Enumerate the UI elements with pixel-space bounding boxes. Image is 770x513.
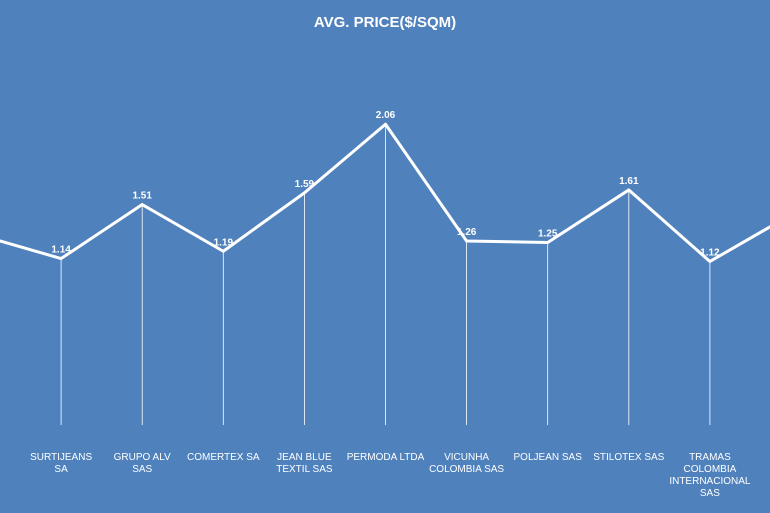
data-label: 1.12 (700, 247, 720, 258)
x-tick-label: SURTIJEANS SA (30, 452, 92, 475)
data-label: 2.06 (376, 110, 396, 121)
chart-title: AVG. PRICE($/SQM) (314, 14, 456, 31)
data-line (0, 122, 770, 263)
data-label: 1.59 (295, 179, 315, 190)
x-tick-label: GRUPO ALV SAS (114, 452, 171, 475)
data-label: 1.25 (538, 229, 558, 240)
x-tick-label: STILOTEX SAS (593, 452, 664, 463)
x-tick-label: POLJEAN SAS (514, 452, 583, 463)
x-tick-label: COMERTEX SA (187, 452, 260, 463)
x-tick-label: VICUNHA COLOMBIA SAS (429, 452, 504, 475)
data-label: 1.19 (214, 237, 234, 248)
x-tick-label: JEAN BLUE TEXTIL SAS (276, 452, 333, 475)
data-label: 1.26 (457, 227, 477, 238)
x-tick-label: TRAMAS COLOMBIA INTERNACIONAL SAS (669, 452, 751, 499)
data-label: 1.61 (619, 176, 639, 187)
x-tick-label: PERMODA LTDA (347, 452, 425, 463)
data-label: 1.14 (51, 245, 71, 256)
data-label: 1.51 (132, 191, 152, 202)
